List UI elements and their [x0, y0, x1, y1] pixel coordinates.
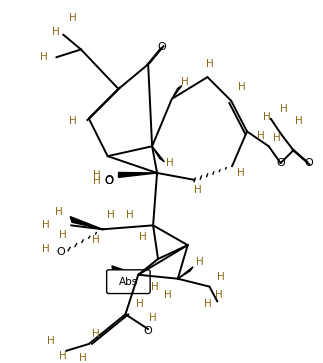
Polygon shape — [112, 266, 138, 275]
Text: H: H — [55, 208, 63, 217]
Text: H: H — [164, 290, 172, 299]
Text: H: H — [69, 13, 77, 23]
Text: H: H — [217, 272, 225, 282]
Text: H: H — [43, 220, 50, 231]
Text: H: H — [39, 52, 47, 62]
Text: H: H — [43, 244, 50, 254]
Text: H: H — [139, 232, 147, 242]
Text: H: H — [136, 299, 144, 309]
Text: H: H — [92, 329, 100, 339]
Text: H: H — [215, 290, 223, 299]
Text: H: H — [52, 26, 60, 37]
Text: H: H — [257, 131, 265, 142]
Text: H: H — [79, 353, 87, 363]
Text: H: H — [280, 104, 287, 114]
Text: O: O — [304, 158, 313, 168]
Text: O: O — [57, 247, 66, 257]
Polygon shape — [172, 86, 182, 99]
Text: H: H — [263, 112, 271, 122]
Text: H: H — [203, 299, 211, 309]
Text: H: H — [205, 59, 213, 69]
Text: H: H — [107, 211, 114, 220]
Text: H: H — [181, 77, 189, 87]
Text: H: H — [238, 82, 246, 92]
Text: H: H — [295, 115, 302, 126]
Text: O: O — [104, 176, 113, 186]
FancyBboxPatch shape — [107, 270, 150, 294]
Text: H: H — [59, 230, 67, 240]
Text: Abs: Abs — [119, 277, 138, 287]
Text: H: H — [273, 133, 280, 143]
Text: H: H — [151, 282, 159, 291]
Text: H: H — [237, 168, 245, 178]
Text: H: H — [59, 351, 67, 361]
Text: H: H — [166, 158, 174, 168]
Text: O: O — [104, 174, 113, 187]
Text: H: H — [194, 185, 202, 195]
Text: H: H — [127, 211, 134, 220]
Polygon shape — [178, 267, 193, 279]
Text: O: O — [276, 158, 285, 168]
Text: H: H — [93, 176, 101, 186]
Text: H: H — [92, 235, 100, 245]
Text: H: H — [93, 170, 101, 180]
Polygon shape — [119, 172, 157, 178]
Text: H: H — [149, 313, 157, 323]
Polygon shape — [70, 217, 103, 229]
Polygon shape — [152, 146, 164, 162]
Text: O: O — [144, 326, 152, 336]
Text: O: O — [158, 42, 166, 52]
Text: H: H — [47, 336, 55, 346]
Text: H: H — [196, 257, 203, 267]
Text: H: H — [69, 115, 77, 126]
